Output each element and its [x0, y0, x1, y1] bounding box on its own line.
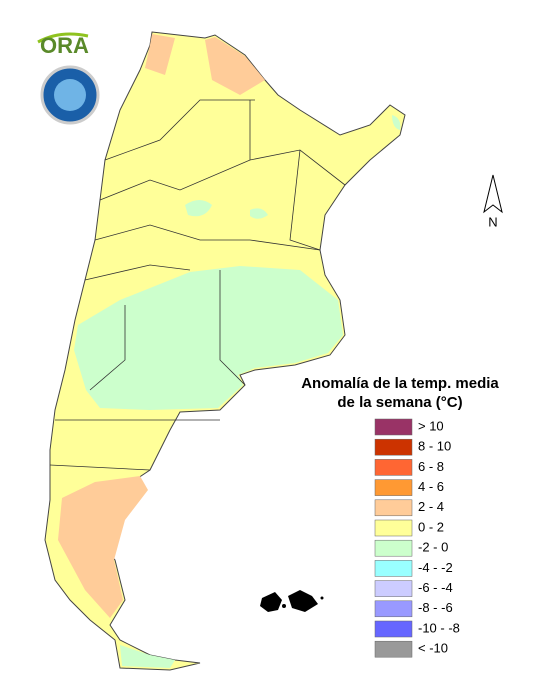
- legend-label: -6 - -4: [418, 580, 453, 595]
- logo-emblem-center: [54, 79, 86, 111]
- legend-swatch: [374, 519, 413, 537]
- legend-swatch: [374, 560, 413, 577]
- north-arrow-shape: [483, 174, 503, 214]
- map: [44, 31, 406, 671]
- legend-label: 6 - 8: [418, 459, 444, 474]
- legend-swatch: [374, 438, 413, 456]
- legend-label: 0 - 2: [418, 519, 444, 534]
- logo-swoosh: [37, 32, 89, 44]
- logo-text: ORA: [40, 33, 89, 58]
- legend-label: 8 - 10: [418, 439, 451, 454]
- legend-label: > 10: [418, 418, 444, 433]
- legend: > 10 8 - 10 6 - 8 4 - 6 2 - 4 0 - 2 -2 - 0 -4 -…: [374, 418, 460, 658]
- logo: ORA: [37, 32, 100, 125]
- legend-label: -2 - 0: [418, 540, 448, 555]
- legend-title: de la semana (°C): [337, 394, 462, 411]
- legend-swatch: [374, 640, 413, 658]
- legend-swatch: [374, 620, 413, 638]
- legend-label: < -10: [418, 641, 448, 656]
- legend-label: -4 - -2: [418, 560, 453, 575]
- north-arrow: N: [483, 174, 503, 229]
- anomaly-zone-north: [145, 34, 265, 95]
- legend-swatch: [374, 418, 413, 436]
- legend-label: 4 - 6: [418, 479, 444, 494]
- legend-label: -10 - -8: [418, 620, 460, 635]
- legend-title: Anomalía de la temp. media: [301, 375, 499, 392]
- legend-swatch: [374, 459, 413, 476]
- legend-swatch: [374, 600, 413, 618]
- legend-swatch: [374, 499, 413, 517]
- anomaly-zone-center: [74, 266, 343, 410]
- legend-swatch: [374, 539, 413, 557]
- province-borders: [49, 99, 346, 471]
- legend-label: -8 - -6: [418, 600, 453, 615]
- legend-swatch: [374, 580, 413, 597]
- north-label: N: [488, 214, 497, 229]
- anomaly-zone-south: [58, 476, 148, 618]
- malvinas-islands: [260, 590, 324, 612]
- legend-label: 2 - 4: [418, 499, 444, 514]
- legend-swatch: [374, 479, 413, 496]
